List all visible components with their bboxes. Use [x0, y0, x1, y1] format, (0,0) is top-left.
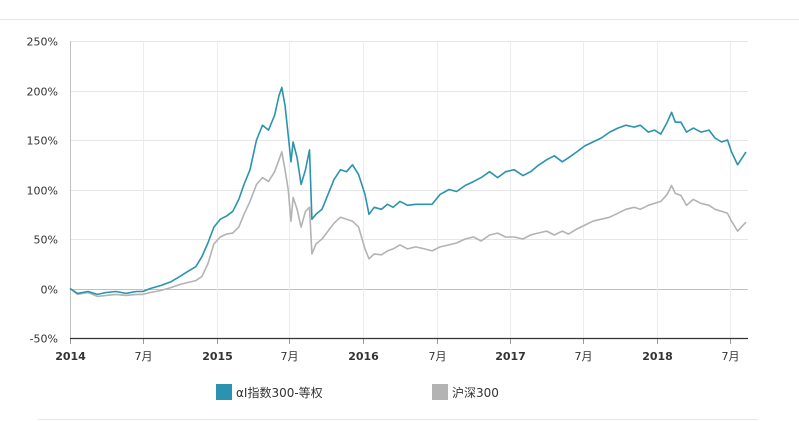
x-tick-label: 7月 — [135, 350, 153, 363]
x-tick-label: 2018 — [642, 350, 673, 363]
y-tick-label: -50% — [30, 333, 58, 346]
y-tick-label: 250% — [27, 36, 58, 49]
y-axis: -50% 0% 50% 100% 150% 200% 250% — [27, 36, 71, 346]
series-lines — [69, 86, 747, 298]
x-tick-label: 2016 — [348, 350, 379, 363]
x-tick-label: 7月 — [722, 350, 740, 363]
legend-item-series-2[interactable]: 沪深300 — [432, 383, 499, 401]
x-tick-label: 2017 — [495, 350, 526, 363]
bottom-divider — [38, 419, 758, 420]
y-tick-label: 200% — [27, 86, 58, 99]
y-tick-label: 150% — [27, 135, 58, 148]
x-tick-label: 7月 — [281, 350, 299, 363]
y-tick-label: 50% — [34, 234, 58, 247]
series-line-2 — [69, 151, 747, 298]
y-tick-label: 0% — [41, 284, 58, 297]
y-tick-label: 100% — [27, 185, 58, 198]
x-tick-label: 2015 — [202, 350, 233, 363]
x-tick-label: 2014 — [55, 350, 86, 363]
legend-item-series-1[interactable]: αI指数300-等权 — [216, 383, 323, 401]
legend-swatch-series-1 — [216, 384, 232, 400]
legend-label-series-1: αI指数300-等权 — [236, 385, 323, 400]
legend-label-series-2: 沪深300 — [452, 385, 499, 400]
series-line-1 — [69, 86, 747, 296]
top-divider — [0, 19, 799, 20]
x-tick-label: 7月 — [429, 350, 447, 363]
legend-swatch-series-2 — [432, 384, 448, 400]
grid-lines — [70, 41, 748, 339]
x-tick-label: 7月 — [575, 350, 593, 363]
x-axis: 2014 7月 2015 7月 2016 7月 2017 7月 2018 7月 — [55, 337, 748, 363]
